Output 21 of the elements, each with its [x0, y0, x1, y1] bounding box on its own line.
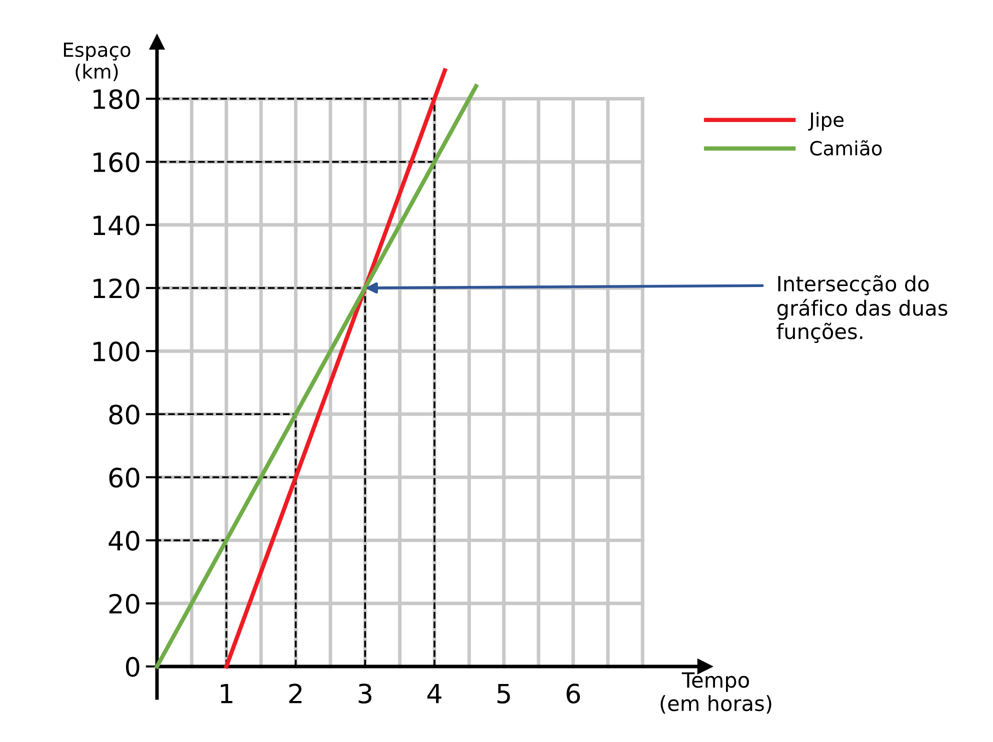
y-tick-label: 0 [126, 656, 140, 677]
y-tick-label: 80 [109, 404, 140, 425]
y-tick-label: 140 [94, 215, 140, 236]
x-tick-label: 4 [427, 684, 442, 704]
y-tick-label: 60 [109, 468, 140, 488]
y-tick-label: 40 [108, 530, 140, 551]
x-tick-label: 2 [289, 684, 302, 704]
x-axis-title: Tempo (em horas) [660, 672, 772, 714]
x-tick-label: 3 [358, 684, 372, 704]
y-tick-label: 160 [94, 152, 140, 172]
x-tick-label: 6 [566, 684, 580, 704]
y-tick-label: 180 [94, 89, 140, 110]
x-tick-label: 1 [220, 684, 232, 704]
legend-label: Camião [810, 140, 882, 156]
x-tick-label: 5 [497, 684, 510, 704]
y-axis-title: Espaço (km) [64, 42, 130, 82]
y-tick-label: 20 [109, 594, 140, 614]
legend-label: Jipe [808, 112, 844, 131]
y-tick-label: 120 [94, 278, 140, 298]
annotation: Intersecção do gráfico das duas funções. [776, 275, 948, 343]
y-tick-label: 100 [94, 342, 140, 362]
